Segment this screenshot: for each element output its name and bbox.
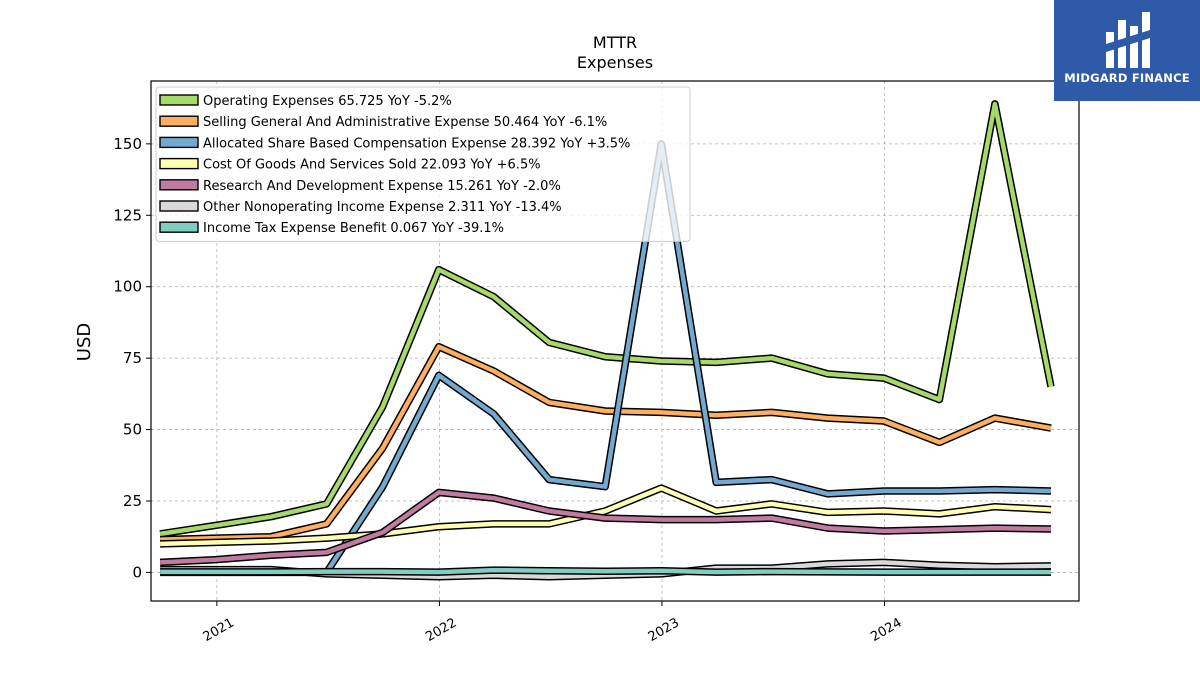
y-tick-label: 100 [113,278,142,296]
legend-item: Income Tax Expense Benefit 0.067 YoY -39… [159,221,504,236]
legend-swatch [159,94,199,106]
legend-swatch [159,200,199,212]
legend-label: Other Nonoperating Income Expense 2.311 … [203,200,562,215]
legend-item: Selling General And Administrative Expen… [159,115,607,130]
series-line [160,567,1051,575]
chart-title: MTTR [593,33,637,52]
series-line [159,490,1052,565]
legend-item: Cost Of Goods And Services Sold 22.093 Y… [159,157,541,173]
series-6 [160,566,1051,576]
y-tick-label: 25 [123,492,142,510]
legend-swatch [159,115,199,127]
legend-label: Cost Of Goods And Services Sold 22.093 Y… [203,158,541,173]
y-tick-label: 150 [113,135,142,153]
y-tick-label: 50 [123,421,142,439]
y-tick-label: 75 [123,349,142,367]
chart-subtitle: Expenses [577,53,653,72]
y-axis-ticks: 0 25 50 75 100 125 150 [113,135,151,581]
x-tick-label: 2024 [868,615,904,645]
y-tick-label: 125 [113,206,142,224]
series-4 [159,488,1052,567]
legend-item: Research And Development Expense 15.261 … [159,179,561,194]
series-0 [159,100,1055,538]
x-tick-label: 2021 [201,615,237,645]
legend-swatch [159,221,199,233]
legend-item: Operating Expenses 65.725 YoY -5.2% [159,94,452,109]
x-axis-ticks: 2021 2022 2023 2024 [201,601,904,645]
legend-label: Operating Expenses 65.725 YoY -5.2% [203,94,452,109]
brand-name: MIDGARD FINANCE [1064,71,1190,85]
legend-label: Selling General And Administrative Expen… [203,115,607,130]
x-tick-label: 2022 [423,615,459,645]
x-tick-label: 2023 [646,615,682,645]
legend: Operating Expenses 65.725 YoY -5.2% Selli… [155,86,691,242]
legend-swatch [159,136,199,149]
series-line [159,101,1054,537]
series-line [160,485,1052,547]
legend-item: Allocated Share Based Compensation Expen… [159,136,630,151]
legend-label: Allocated Share Based Compensation Expen… [203,136,630,151]
y-tick-label: 0 [132,563,142,581]
series-3 [159,484,1052,548]
legend-swatch [159,157,199,170]
series-line [160,344,1052,542]
legend-box [155,86,691,242]
brand-logo: MIDGARD FINANCE [1054,0,1200,101]
series-1 [159,342,1052,544]
plot-frame [150,80,1080,602]
y-axis-label: USD [74,323,95,361]
series-lines [159,100,1055,581]
legend-swatch [159,179,199,191]
legend-item: Other Nonoperating Income Expense 2.311 … [159,200,562,215]
legend-label: Research And Development Expense 15.261 … [203,179,561,194]
legend-label: Income Tax Expense Benefit 0.067 YoY -39… [203,221,504,236]
logo-mark-icon [1106,12,1150,68]
